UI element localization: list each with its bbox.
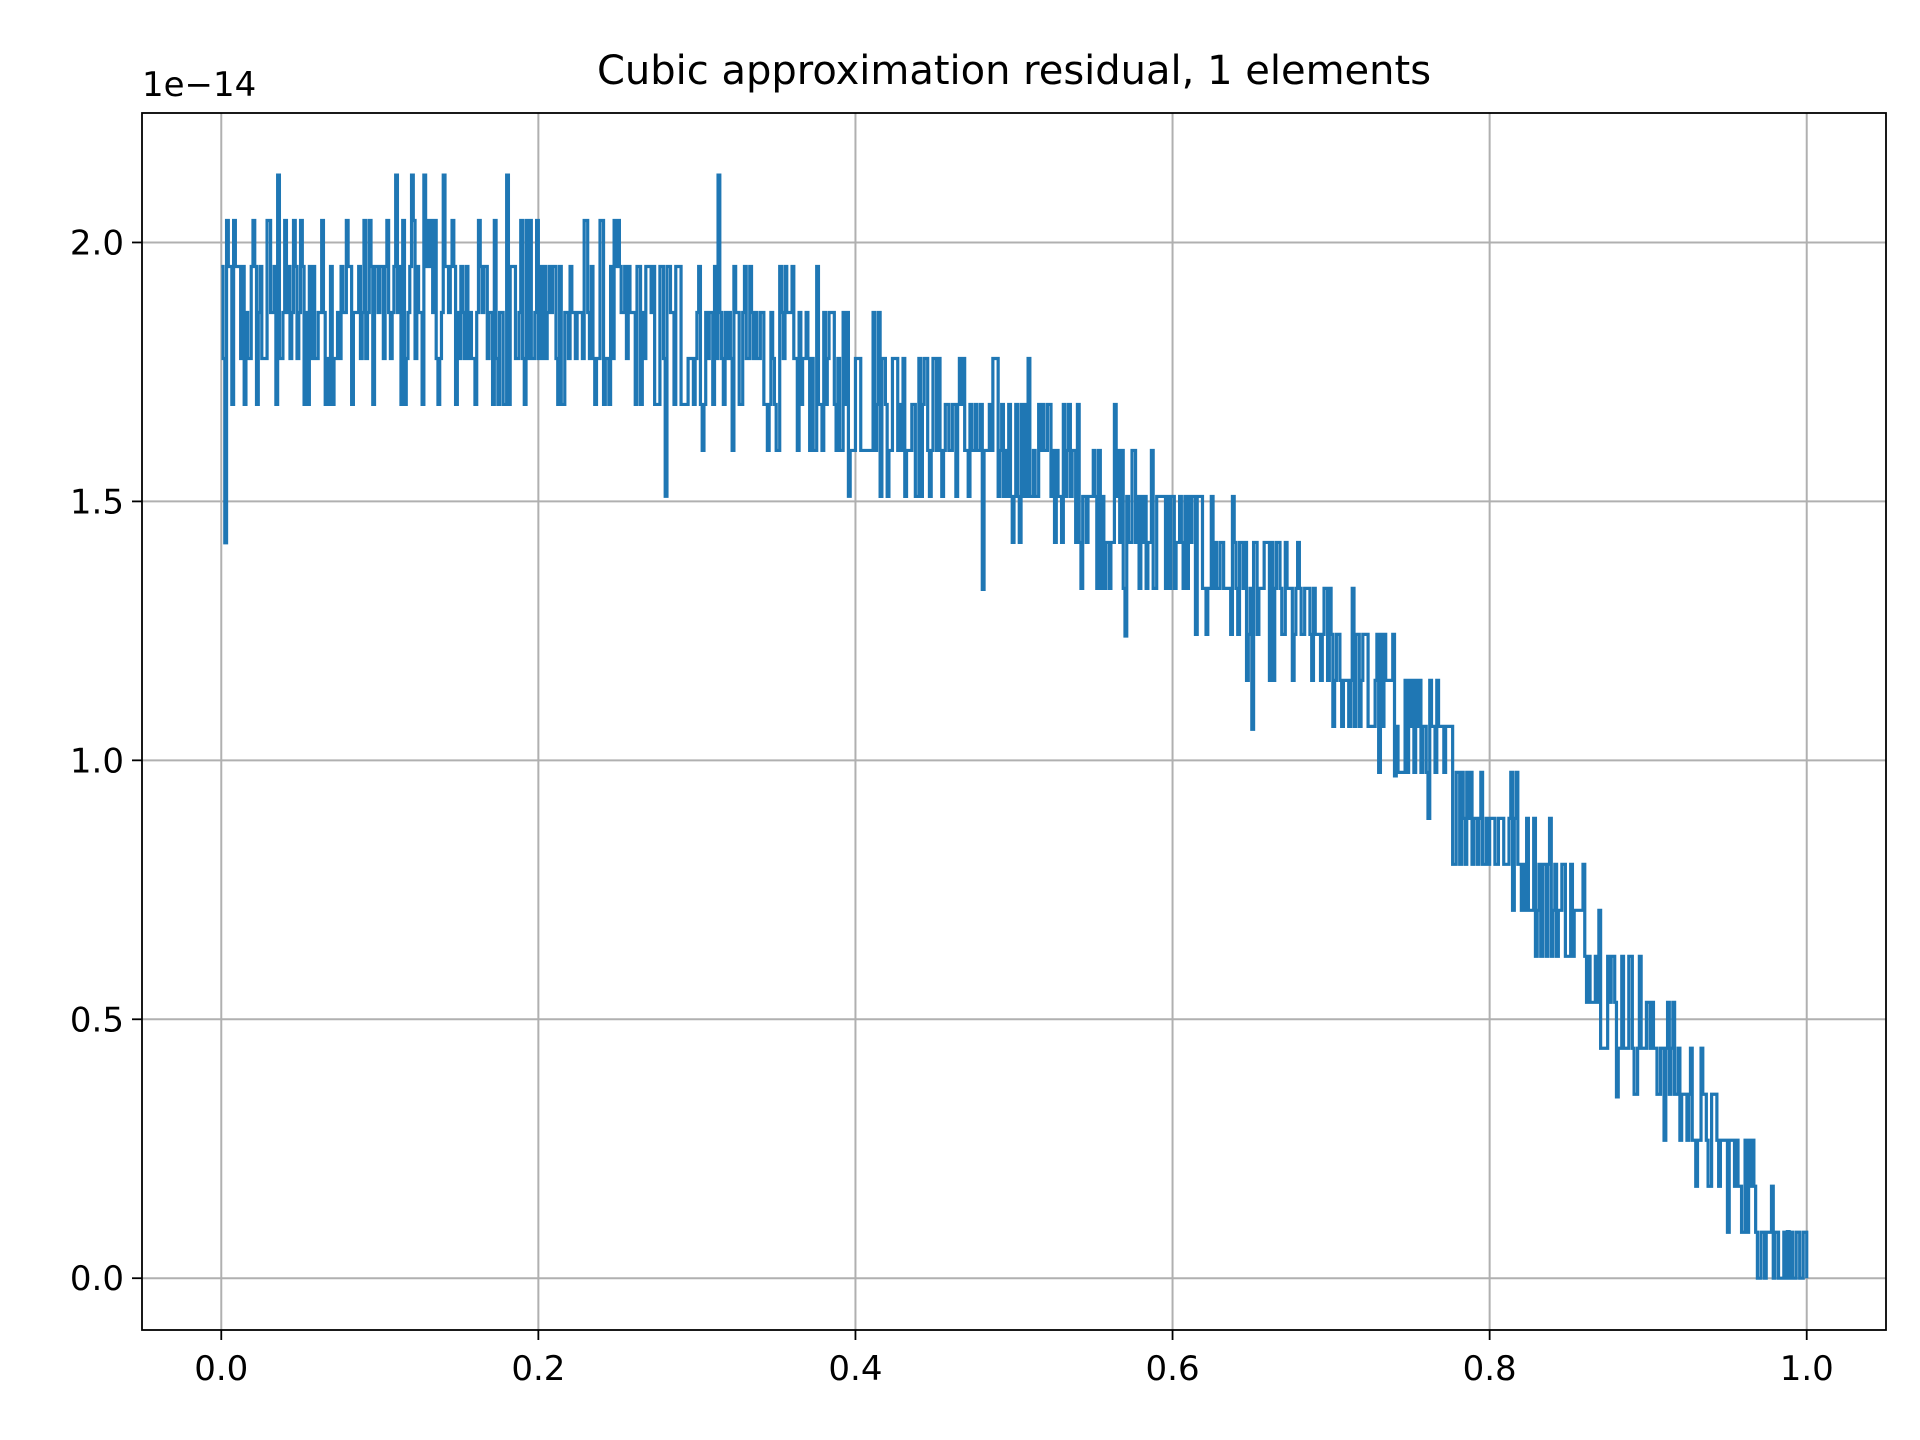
x-tick-label: 0.2 (511, 1349, 565, 1389)
x-axis: 0.0 0.2 0.4 0.6 0.8 1.0 (194, 1330, 1834, 1389)
x-tick-label: 0.6 (1146, 1349, 1200, 1389)
y-axis-offset-label: 1e−14 (142, 65, 256, 105)
y-tick-label: 1.0 (70, 741, 124, 781)
x-tick-label: 0.8 (1463, 1349, 1517, 1389)
x-tick-label: 0.4 (828, 1349, 882, 1389)
y-axis: 0.0 0.5 1.0 1.5 2.0 (70, 223, 142, 1299)
y-tick-label: 1.5 (70, 482, 124, 522)
series-layer (221, 173, 1809, 1280)
residual-series-line (221, 173, 1809, 1280)
x-tick-label: 0.0 (194, 1349, 248, 1389)
axes-frame (141, 112, 1887, 1331)
y-tick-label: 0.5 (70, 1000, 124, 1040)
y-tick-label: 2.0 (70, 223, 124, 263)
chart-title: Cubic approximation residual, 1 elements (597, 48, 1431, 94)
y-tick-label: 0.0 (70, 1259, 124, 1299)
x-tick-label: 1.0 (1780, 1349, 1834, 1389)
